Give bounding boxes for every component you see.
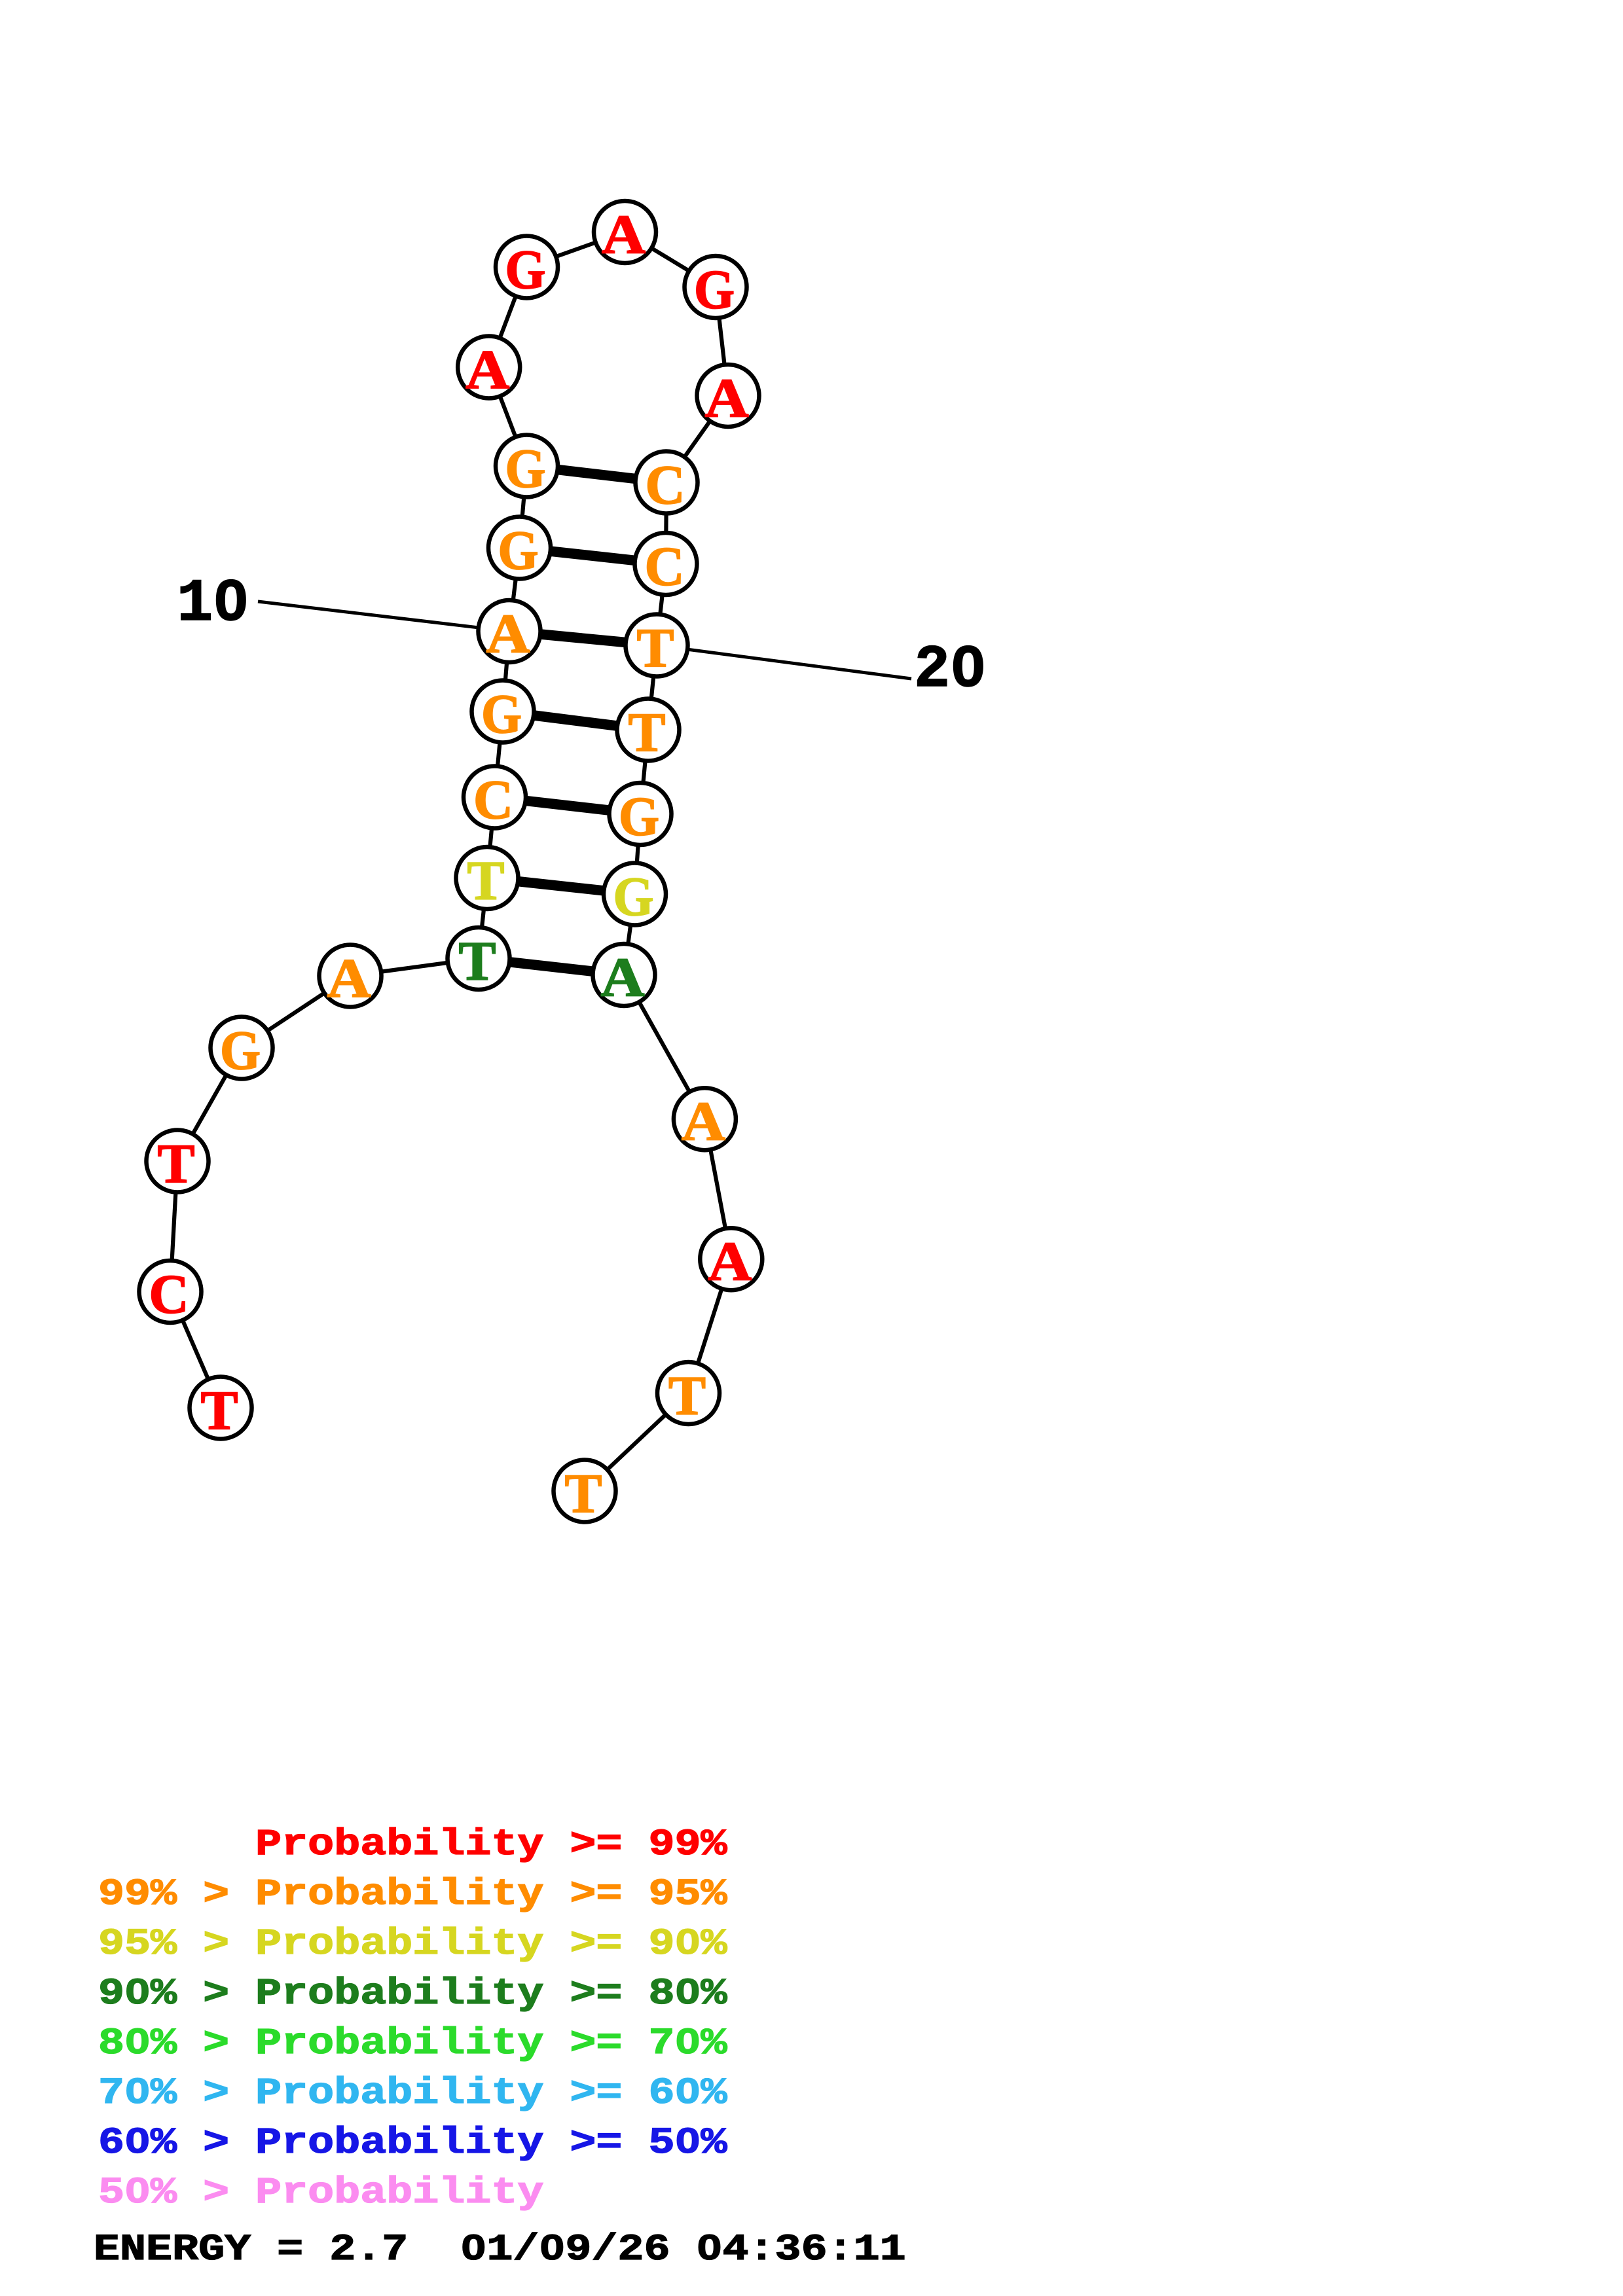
svg-text:20: 20 [914,636,986,704]
svg-text:C: C [149,1264,189,1325]
svg-text:G: G [481,683,522,745]
svg-text:10: 10 [177,569,249,638]
svg-text:C: C [646,454,685,516]
svg-text:T: T [629,702,666,763]
svg-text:T: T [459,931,496,992]
svg-text:70% > Probability >= 60%: 70% > Probability >= 60% [98,2072,727,2114]
svg-text:G: G [619,786,659,848]
svg-text:T: T [201,1380,238,1441]
svg-text:99% > Probability >= 95%: 99% > Probability >= 95% [98,1873,727,1915]
svg-text:A: A [682,1091,725,1153]
svg-text:90% > Probability >= 80%: 90% > Probability >= 80% [98,1972,727,2015]
svg-text:G: G [505,239,546,300]
svg-text:80% > Probability >= 70%: 80% > Probability >= 70% [98,2022,727,2064]
svg-text:G: G [498,520,539,581]
svg-text:A: A [602,204,646,266]
svg-text:T: T [565,1463,602,1524]
svg-text:Probability >= 99%: Probability >= 99% [98,1823,727,1865]
svg-text:T: T [668,1365,706,1427]
svg-text:C: C [645,536,685,598]
svg-text:A: A [486,603,530,665]
svg-text:A: A [705,368,749,429]
svg-text:ENERGY = 2.7 01/09/26 04:36:1: ENERGY = 2.7 01/09/26 04:36:11 [94,2228,906,2270]
svg-text:A: A [465,339,509,401]
svg-text:50% > Probability: 50% > Probability [98,2171,543,2214]
svg-text:T: T [467,850,505,912]
svg-text:95% > Probability >= 90%: 95% > Probability >= 90% [98,1922,727,1965]
svg-text:G: G [613,866,654,927]
svg-text:A: A [327,948,371,1009]
svg-text:T: T [158,1133,195,1194]
svg-text:C: C [473,769,513,831]
svg-text:A: A [601,947,645,1009]
svg-text:T: T [637,617,674,679]
svg-text:G: G [694,259,735,321]
svg-text:G: G [505,438,546,499]
svg-text:A: A [708,1231,752,1293]
svg-text:G: G [220,1020,261,1081]
svg-text:60% > Probability >= 50%: 60% > Probability >= 50% [98,2121,727,2164]
